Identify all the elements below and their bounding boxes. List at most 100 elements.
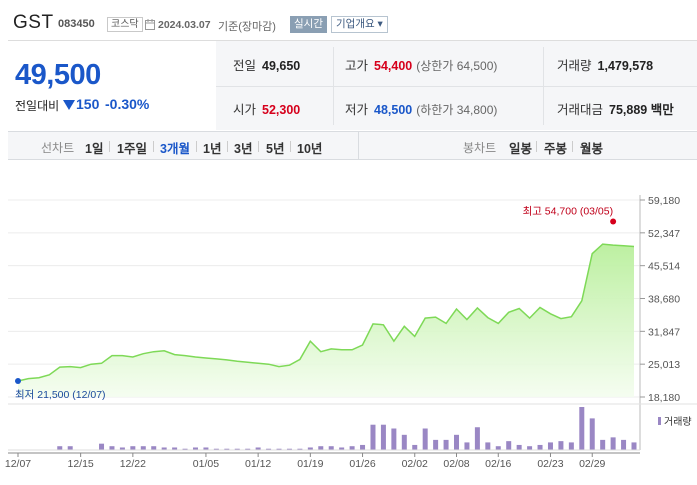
volume-bar (119, 447, 125, 450)
amount-value: 75,889 백만 (609, 103, 674, 117)
tab-1year[interactable]: 1년 (203, 142, 222, 156)
volume-bar (109, 446, 115, 450)
high-label: 고가 (345, 59, 369, 73)
y-tick-label: 38,680 (648, 294, 680, 306)
volume-bar (328, 446, 334, 450)
volume-bar (380, 424, 386, 450)
stock-code: 083450 (58, 18, 95, 30)
x-tick-label: 02/16 (485, 458, 511, 470)
volume-bar (516, 444, 522, 450)
volume-bar (140, 446, 146, 450)
volume-legend-label: 거래량 (664, 416, 692, 428)
volume-bar (600, 439, 606, 450)
line-chart-label: 선차트 (41, 141, 75, 155)
volume-bar (631, 442, 637, 450)
volume-bar (547, 442, 553, 450)
tab-3year[interactable]: 3년 (234, 142, 253, 156)
stock-name: GST (13, 12, 54, 33)
volume-bar (161, 447, 167, 450)
y-tick-label: 25,013 (648, 359, 680, 371)
low-marker (15, 378, 21, 385)
volume-bar (297, 448, 303, 450)
volume-bar (286, 448, 292, 450)
tab-5year[interactable]: 5년 (266, 142, 285, 156)
volume-bar (339, 447, 345, 450)
tab-10year[interactable]: 10년 (297, 142, 323, 156)
lower-limit: (하한가 34,800) (416, 103, 498, 117)
high-marker (610, 218, 617, 225)
x-tick-label: 01/05 (193, 458, 219, 470)
realtime-button[interactable]: 실시간 (290, 16, 327, 33)
volume-bar (433, 439, 439, 450)
volume-bar (245, 448, 251, 450)
x-tick-label: 12/22 (120, 458, 146, 470)
down-arrow-icon (63, 100, 75, 110)
tab-weekly-candle[interactable]: 주봉 (544, 142, 568, 156)
volume-bar (589, 418, 595, 450)
volume-bar (454, 434, 460, 450)
volume-bar (401, 434, 407, 450)
tab-1day[interactable]: 1일 (85, 142, 104, 156)
base-date: 2024.03.07 (158, 19, 211, 31)
divider (536, 141, 537, 152)
high-value: 54,400 (374, 59, 413, 73)
change-value: 150 (76, 96, 100, 112)
divider (109, 141, 110, 152)
volume-bar (527, 446, 533, 450)
volume-bar (474, 427, 480, 450)
volume-bar (506, 441, 512, 450)
volume-bar (203, 447, 209, 450)
price-line (17, 243, 635, 382)
volume-bar (621, 439, 627, 450)
tab-1week[interactable]: 1주일 (117, 142, 147, 156)
low-label: 저가 (345, 103, 369, 117)
change-label: 전일대비 (15, 99, 60, 113)
prev-close-cell: 전일 49,650 (233, 44, 300, 88)
volume-bar (610, 437, 616, 450)
volume-bar (57, 446, 63, 450)
base-label: 기준(장마감) (218, 21, 276, 33)
volume-bar (192, 447, 198, 450)
volume-bar (485, 442, 491, 450)
volume-bar (558, 441, 564, 450)
volume-label: 거래량 (557, 59, 592, 73)
volume-bar (370, 424, 376, 450)
low-annotation: 최저 21,500 (12/07) (15, 389, 106, 401)
volume-bar (495, 446, 501, 450)
volume-bar (224, 448, 230, 450)
volume-bar (568, 442, 574, 450)
price-chart: 59,180 52,347 45,514 38,680 31,847 25,013 18,1… (5, 195, 697, 470)
tab-monthly-candle[interactable]: 월봉 (580, 142, 604, 156)
x-tick-label: 12/07 (5, 458, 31, 470)
volume-bar (234, 448, 240, 450)
company-info-button[interactable]: 기업개요 ▾ (331, 16, 388, 33)
x-tick-label: 02/02 (402, 458, 428, 470)
divider (153, 141, 154, 152)
amount-cell: 거래대금 75,889 백만 (557, 88, 674, 132)
volume-bar (412, 444, 418, 450)
volume-bar (537, 444, 543, 450)
candle-chart-label: 봉차트 (463, 141, 497, 155)
volume-bar (422, 428, 428, 450)
x-tick-label: 01/12 (245, 458, 271, 470)
open-cell: 시가 52,300 (233, 88, 300, 132)
volume-bar (318, 446, 324, 450)
volume-bar (266, 448, 272, 450)
quote-info-grid: 전일 49,650 고가 54,400 (상한가 64,500) 거래량 1,479,5… (216, 40, 697, 130)
volume-bar (349, 446, 355, 450)
tab-3month[interactable]: 3개월 (160, 142, 190, 156)
y-tick-label: 45,514 (648, 261, 680, 273)
volume-bar (443, 439, 449, 450)
volume-bar (172, 447, 178, 450)
volume-bar (99, 443, 105, 450)
upper-limit: (상한가 64,500) (416, 59, 498, 73)
prev-close-value: 49,650 (262, 59, 301, 73)
y-tick-label: 18,180 (648, 392, 680, 404)
y-tick-label: 52,347 (648, 228, 680, 240)
tab-daily-candle[interactable]: 일봉 (509, 142, 533, 156)
x-tick-label: 01/19 (297, 458, 323, 470)
current-price: 49,500 (15, 59, 101, 91)
divider (290, 141, 291, 152)
volume-bar (360, 444, 366, 450)
volume-bar (579, 407, 585, 450)
